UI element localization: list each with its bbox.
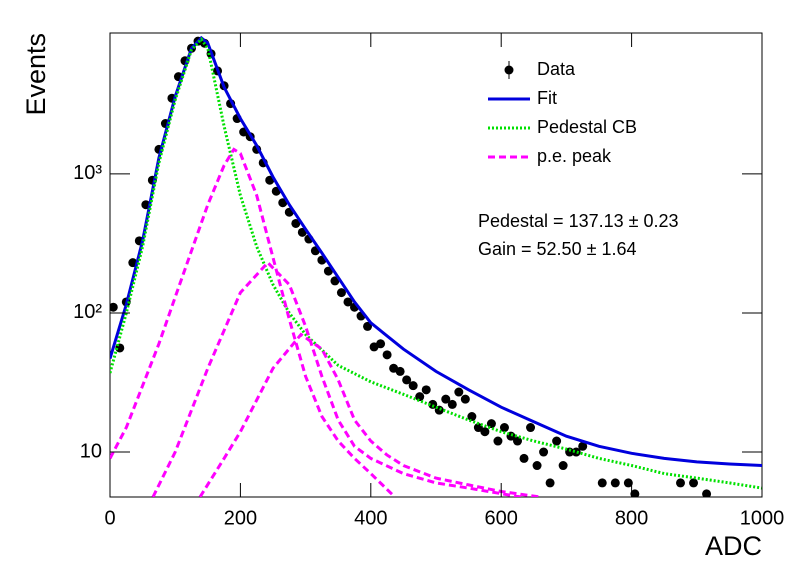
data-point bbox=[623, 478, 633, 488]
data-point bbox=[408, 381, 418, 391]
plot-frame bbox=[109, 32, 763, 498]
data-point bbox=[610, 478, 620, 488]
x-tick-label: 400 bbox=[354, 507, 387, 529]
y-tick-label: 10³ bbox=[73, 162, 102, 184]
plot-area bbox=[110, 35, 762, 497]
data-point bbox=[578, 441, 588, 451]
data-point bbox=[447, 399, 457, 409]
curve bbox=[110, 35, 762, 467]
legend-label: Pedestal CB bbox=[537, 117, 637, 137]
x-axis-label: ADC bbox=[705, 531, 762, 561]
data-point bbox=[402, 375, 412, 385]
data-point bbox=[421, 385, 431, 395]
data-point bbox=[454, 387, 464, 397]
data-point bbox=[539, 447, 549, 457]
x-tick-label: 200 bbox=[224, 507, 257, 529]
annotation: Gain = 52.50 ± 1.64 bbox=[478, 239, 637, 259]
data-point bbox=[689, 478, 699, 488]
data-point bbox=[513, 436, 522, 446]
annotation: Pedestal = 137.13 ± 0.23 bbox=[478, 211, 679, 231]
data-point bbox=[363, 321, 373, 331]
data-point bbox=[532, 461, 542, 471]
data-point bbox=[278, 198, 288, 208]
legend-label: Data bbox=[537, 59, 576, 79]
y-tick-label: 10² bbox=[73, 301, 102, 323]
data-point bbox=[336, 288, 346, 298]
x-tick-label: 0 bbox=[104, 507, 115, 529]
legend-label: p.e. peak bbox=[537, 146, 612, 166]
data-point bbox=[382, 350, 392, 360]
x-tick-label: 1000 bbox=[740, 507, 785, 529]
data-point bbox=[323, 266, 333, 276]
data-point bbox=[291, 218, 301, 228]
x-tick-label: 600 bbox=[485, 507, 518, 529]
data-point bbox=[597, 478, 607, 488]
data-point bbox=[376, 339, 386, 349]
data-point bbox=[415, 392, 425, 402]
data-point bbox=[460, 394, 470, 404]
data-point bbox=[565, 447, 575, 457]
data-point bbox=[330, 276, 340, 286]
data-point bbox=[526, 423, 536, 433]
data-point bbox=[486, 419, 496, 429]
data-point bbox=[545, 478, 555, 488]
data-point bbox=[702, 489, 712, 497]
data-point bbox=[676, 478, 685, 488]
data-point bbox=[630, 489, 640, 497]
data-point bbox=[558, 461, 568, 471]
y-tick-label: 10 bbox=[80, 440, 102, 462]
data-point bbox=[519, 453, 529, 463]
data-point bbox=[552, 436, 562, 446]
data-point bbox=[493, 436, 503, 446]
data-point bbox=[441, 394, 451, 404]
legend-marker bbox=[504, 65, 514, 75]
data-point bbox=[395, 366, 405, 376]
legend-label: Fit bbox=[537, 88, 557, 108]
data-point bbox=[480, 427, 490, 437]
y-axis-label: Events bbox=[21, 33, 51, 116]
data-point bbox=[467, 412, 477, 422]
curve bbox=[110, 147, 541, 497]
x-tick-label: 800 bbox=[615, 507, 648, 529]
data-point bbox=[499, 423, 509, 433]
data-point bbox=[343, 297, 353, 307]
data-point bbox=[110, 302, 118, 312]
